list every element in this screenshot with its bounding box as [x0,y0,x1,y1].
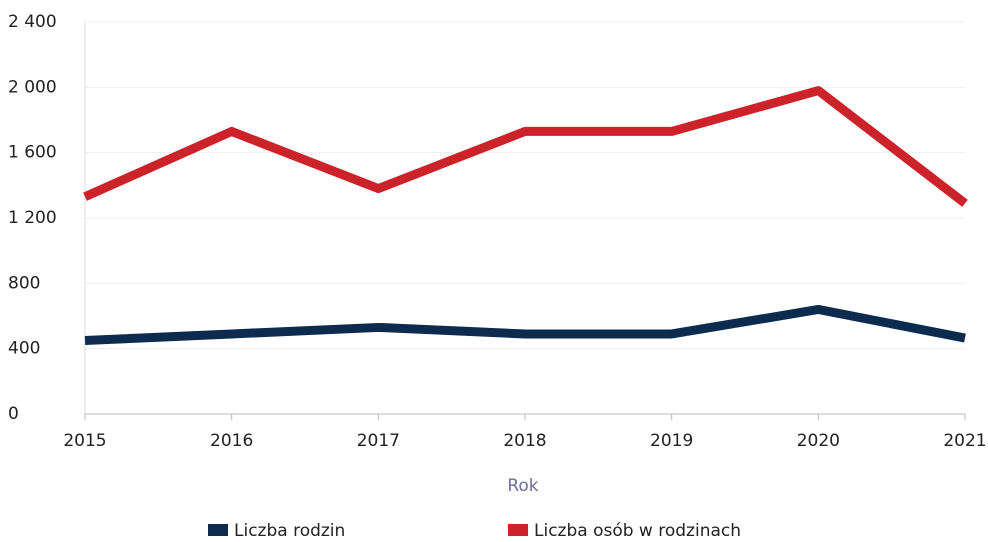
legend-label: Liczba osób w rodzinach [534,521,741,541]
x-axis-label: Rok [507,476,538,496]
line [83,86,968,207]
x-tick-label: 2015 [63,431,106,451]
y-tick-label: 0 [8,404,19,424]
x-tick-label: 2019 [650,431,693,451]
y-tick-label: 800 [8,273,40,293]
x-tick-label: 2018 [503,431,546,451]
legend-swatch [508,524,528,536]
x-tick-label: 2016 [210,431,253,451]
y-tick-label: 1 200 [8,208,57,228]
x-tick-label: 2021 [943,431,986,451]
line [84,304,966,345]
y-tick-label: 1 600 [8,143,57,163]
y-tick-label: 400 [8,339,40,359]
legend-label: Liczba rodzin [234,521,345,541]
y-tick-label: 2 000 [8,77,57,97]
x-tick-label: 2020 [797,431,840,451]
legend-swatch [208,524,228,536]
y-tick-label: 2 400 [8,12,57,32]
x-tick-label: 2017 [357,431,400,451]
